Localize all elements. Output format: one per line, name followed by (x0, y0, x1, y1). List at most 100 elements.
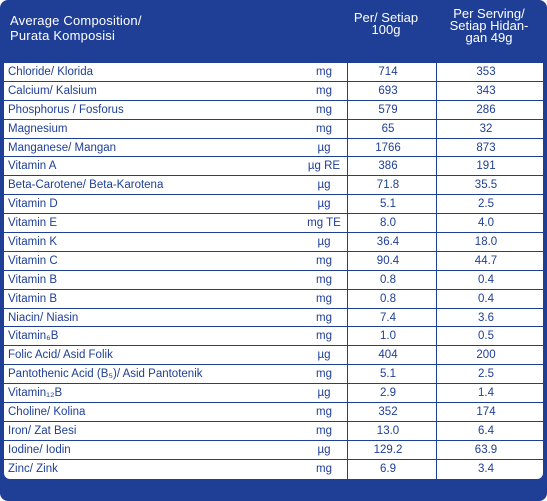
table-row: Calcium/ Kalsium mg 693 343 (4, 82, 543, 101)
table-row: Niacin/ Niasin mg 7.4 3.6 (4, 309, 543, 328)
table-row: Zinc/ Zink mg 6.9 3.4 (4, 460, 543, 479)
nutrient-name: Vitamin B (8, 292, 58, 305)
nutrient-name: Folic Acid/ Asid Folik (8, 349, 113, 362)
nutrient-name: Choline/ Kolina (8, 406, 86, 419)
nutrient-name: Phosphorus / Fosforus (8, 103, 124, 116)
nutrient-name: Vitamin₁₂B (8, 387, 63, 400)
table-row: Vitamin D µg 5.1 2.5 (4, 195, 543, 215)
value-per-100g: 714 (378, 66, 398, 78)
nutrient-name: Niacin/ Niasin (8, 311, 79, 324)
nutrient-name: Chloride/ Klorida (8, 66, 94, 78)
value-per-100g: 386 (378, 160, 398, 173)
table-row: Beta-Carotene/ Beta-Karotena µg 71.8 35.5 (4, 176, 543, 196)
nutrient-name: Vitamin₆B (8, 330, 59, 343)
header-composition-title: Average Composition/ Purata Komposisi (10, 13, 142, 43)
table-row: Chloride/ Klorida mg 714 353 (4, 63, 543, 82)
header-serving-line: Setiap Hidan- (449, 18, 529, 33)
nutrient-unit: mg (316, 103, 332, 116)
value-per-serving: 873 (476, 141, 496, 154)
value-per-100g: 6.9 (380, 462, 396, 475)
nutrient-unit: µg (317, 387, 331, 400)
nutrient-unit: µg (317, 236, 331, 249)
value-per-100g: 404 (378, 349, 398, 362)
nutrient-unit: mg (316, 254, 332, 267)
table-body: Chloride/ Klorida mg 714 353 Calcium/ Kalsiu… (4, 63, 543, 479)
nutrient-unit: µg (317, 443, 331, 456)
value-per-serving: 4.0 (478, 217, 494, 230)
nutrient-unit: mg (316, 66, 332, 78)
value-per-serving: 191 (476, 160, 496, 173)
value-per-serving: 353 (476, 66, 496, 78)
table-row: Vitamin B mg 0.8 0.4 (4, 290, 543, 309)
value-per-100g: 65 (381, 122, 395, 135)
value-per-100g: 71.8 (376, 179, 400, 192)
table-row: Choline/ Kolina mg 352 174 (4, 403, 543, 422)
value-per-serving: 63.9 (474, 443, 498, 456)
table-row: Vitamin A µg RE 386 191 (4, 157, 543, 177)
value-per-100g: 693 (378, 84, 398, 97)
value-per-100g: 0.8 (380, 292, 396, 305)
value-per-serving: 286 (476, 103, 496, 116)
value-per-100g: 1.0 (380, 330, 396, 343)
nutrient-name: Vitamin E (8, 217, 58, 230)
value-per-100g: 90.4 (376, 254, 400, 267)
value-per-serving: 32 (479, 122, 493, 135)
table-row: Vitamin₆B mg 1.0 0.5 (4, 327, 543, 347)
nutrient-unit: mg (316, 292, 332, 305)
column-divider (347, 63, 348, 493)
value-per-serving: 174 (476, 406, 496, 419)
value-per-100g: 129.2 (373, 443, 403, 456)
nutrient-unit: µg (317, 349, 331, 362)
nutrient-name: Vitamin K (8, 236, 58, 249)
nutrient-unit: mg (316, 122, 332, 135)
value-per-100g: 1766 (375, 141, 401, 154)
nutrient-unit: mg (316, 273, 332, 286)
nutrient-name: Pantothenic Acid (B₅)/ Asid Pantotenik (8, 368, 203, 381)
nutrient-unit: mg (316, 311, 332, 324)
nutrient-name: Magnesium (8, 122, 68, 135)
nutrient-name: Vitamin B (8, 273, 58, 286)
nutrient-name: Vitamin A (8, 160, 57, 173)
table-row: Iron/ Zat Besi mg 13.0 6.4 (4, 422, 543, 441)
value-per-serving: 35.5 (474, 179, 498, 192)
table-row: Vitamin B mg 0.8 0.4 (4, 271, 543, 290)
value-per-100g: 8.0 (380, 217, 396, 230)
nutrient-unit: mg (316, 462, 332, 475)
value-per-serving: 44.7 (474, 254, 498, 267)
value-per-serving: 3.4 (478, 462, 494, 475)
value-per-serving: 2.5 (478, 368, 494, 381)
nutrient-name: Manganese/ Mangan (8, 141, 117, 154)
nutrient-unit: mg TE (307, 217, 341, 230)
value-per-serving: 3.6 (478, 311, 494, 324)
value-per-100g: 36.4 (376, 236, 400, 249)
table-row: Iodine/ Iodin µg 129.2 63.9 (4, 441, 543, 460)
nutrient-unit: µg (317, 179, 331, 192)
nutrient-unit: mg (316, 424, 332, 437)
nutrient-name: Iodine/ Iodin (8, 443, 71, 456)
value-per-100g: 352 (378, 406, 398, 419)
header-serving-line: gan 49g (465, 30, 513, 45)
nutrient-unit: mg (316, 368, 332, 381)
nutrient-unit: µg (317, 198, 331, 211)
table-row: Vitamin E mg TE 8.0 4.0 (4, 214, 543, 234)
table-header: Average Composition/ Purata Komposisi Pe… (0, 0, 547, 62)
table-row: Magnesium mg 65 32 (4, 120, 543, 139)
value-per-serving: 0.5 (478, 330, 494, 343)
value-per-serving: 18.0 (474, 236, 498, 249)
nutrient-name: Vitamin C (8, 254, 58, 267)
value-per-serving: 200 (476, 349, 496, 362)
value-per-100g: 0.8 (380, 273, 396, 286)
nutrient-unit: µg RE (307, 160, 341, 173)
header-per100-line: Per/ Setiap (353, 10, 419, 25)
value-per-100g: 5.1 (380, 198, 396, 211)
value-per-serving: 2.5 (478, 198, 494, 211)
value-per-100g: 5.1 (380, 368, 396, 381)
value-per-100g: 579 (378, 103, 398, 116)
header-title-line: Purata Komposisi (10, 28, 116, 43)
nutrient-unit: mg (316, 84, 332, 97)
header-per-serving: Per Serving/ Setiap Hidan- gan 49g (436, 7, 542, 45)
value-per-serving: 6.4 (478, 424, 494, 437)
value-per-serving: 0.4 (478, 273, 494, 286)
header-per-100g: Per/ Setiap 100g (341, 10, 431, 36)
